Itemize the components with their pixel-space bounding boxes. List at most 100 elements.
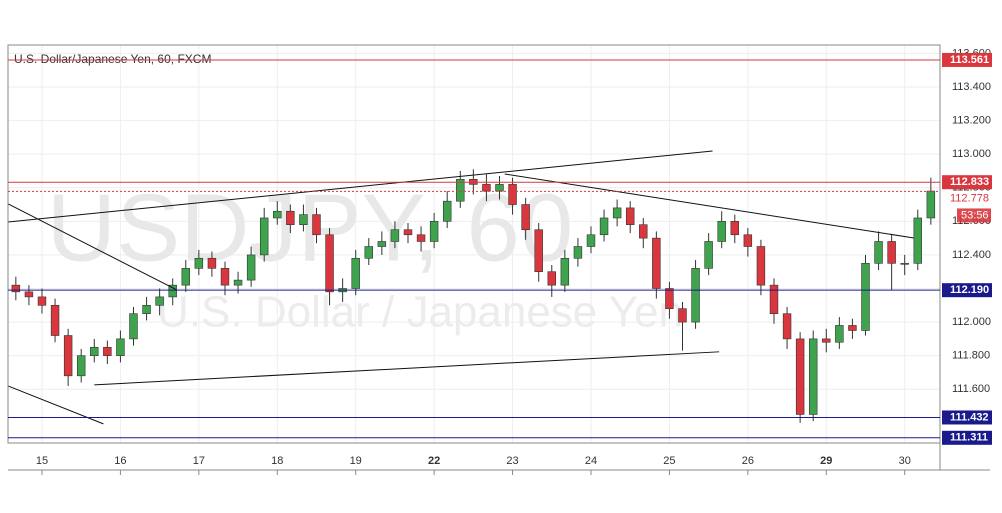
x-tick-label: 18 — [271, 455, 283, 467]
candle-body — [900, 263, 909, 265]
candle-body — [11, 284, 21, 293]
candle-body — [586, 234, 596, 247]
candle-body — [848, 325, 857, 331]
candle-body — [246, 254, 256, 281]
candle-body — [142, 304, 151, 314]
level-label-box — [942, 410, 992, 425]
candle-body — [456, 179, 465, 202]
candle-body — [521, 204, 530, 231]
level-label: 112.778 — [950, 192, 989, 204]
countdown-box — [957, 208, 991, 223]
candle-body — [887, 241, 896, 264]
y-tick-label: 113.400 — [952, 81, 991, 93]
candle-body — [103, 346, 112, 356]
candle-body — [482, 184, 491, 192]
candle-body — [678, 308, 687, 323]
candle-body — [155, 296, 164, 306]
candle-body — [24, 291, 34, 298]
candle-body — [442, 200, 452, 222]
trendline — [94, 351, 720, 386]
candle-body — [76, 355, 86, 377]
candle-body — [560, 257, 570, 286]
x-tick-label: 23 — [506, 455, 518, 467]
x-tick-label: 24 — [585, 455, 597, 467]
candle-body — [116, 338, 125, 356]
x-tick-label: 26 — [742, 455, 754, 467]
candle-body — [612, 207, 622, 219]
candle-body — [756, 246, 766, 286]
candle-body — [194, 257, 204, 269]
x-tick-label: 30 — [899, 455, 911, 467]
candle-body — [90, 346, 99, 356]
y-tick-label: 112.400 — [952, 249, 991, 261]
candle-body — [808, 338, 818, 415]
x-tick-label: 19 — [350, 455, 362, 467]
candle-body — [743, 234, 753, 247]
chart-title: U.S. Dollar/Japanese Yen, 60, FXCM — [14, 52, 211, 66]
grid — [8, 45, 940, 443]
candle-body — [37, 296, 47, 306]
candle-body — [364, 246, 373, 259]
candle-body — [377, 241, 387, 247]
candle-body — [717, 221, 726, 242]
candle-body — [403, 229, 413, 236]
trendline — [7, 203, 177, 291]
candle-body — [835, 325, 844, 343]
candle-body — [416, 234, 426, 242]
x-tick-label: 22 — [428, 455, 440, 467]
y-tick-label: 111.600 — [952, 383, 990, 395]
candle-body — [129, 313, 138, 340]
x-tick-label: 17 — [193, 455, 205, 467]
candle-body — [822, 338, 831, 343]
candle-body — [50, 304, 60, 336]
level-label: 112.833 — [950, 176, 989, 188]
trendline — [7, 150, 713, 223]
candle-body — [665, 288, 674, 309]
candle-body — [704, 241, 713, 269]
plot — [7, 150, 936, 425]
level-label-box — [942, 52, 992, 67]
level-label: 113.561 — [950, 54, 989, 66]
candle-body — [639, 224, 648, 239]
y-tick-label: 111.800 — [952, 350, 990, 362]
x-tick-label: 16 — [114, 455, 126, 467]
level-label-box — [942, 175, 992, 190]
x-tick-label: 29 — [820, 455, 832, 467]
watermark: USDJPY, 60 — [47, 174, 574, 281]
candle-body — [299, 214, 308, 225]
level-label: 111.311 — [950, 432, 988, 444]
candle-body — [259, 217, 269, 256]
candle-body — [861, 263, 870, 331]
candle-body — [769, 284, 779, 314]
candle-body — [495, 184, 504, 192]
level-label-box — [942, 283, 992, 298]
level-label: 112.190 — [950, 284, 989, 296]
candle-body — [913, 217, 922, 264]
level-label-box — [942, 430, 992, 445]
candle-body — [573, 246, 583, 259]
countdown: 53:56 — [961, 209, 989, 221]
y-tick-label: 113.000 — [952, 148, 991, 160]
candle-body — [795, 338, 805, 415]
candle-body — [782, 313, 792, 340]
candle-body — [874, 241, 883, 264]
candle-body — [286, 210, 295, 225]
candle-body — [312, 214, 321, 236]
candle-body — [273, 210, 282, 219]
x-tick-label: 25 — [663, 455, 675, 467]
candle-body — [220, 268, 230, 286]
candle-body — [508, 184, 517, 205]
candle-body — [390, 229, 400, 242]
candle-body — [429, 221, 439, 242]
candle-body — [325, 234, 334, 293]
candle-body — [351, 257, 360, 289]
candle-body — [168, 284, 177, 298]
candle-body — [599, 217, 609, 236]
candle-body — [63, 335, 73, 377]
candle-body — [625, 207, 635, 225]
candle-body — [547, 271, 556, 286]
y-tick-label: 113.200 — [952, 114, 991, 126]
